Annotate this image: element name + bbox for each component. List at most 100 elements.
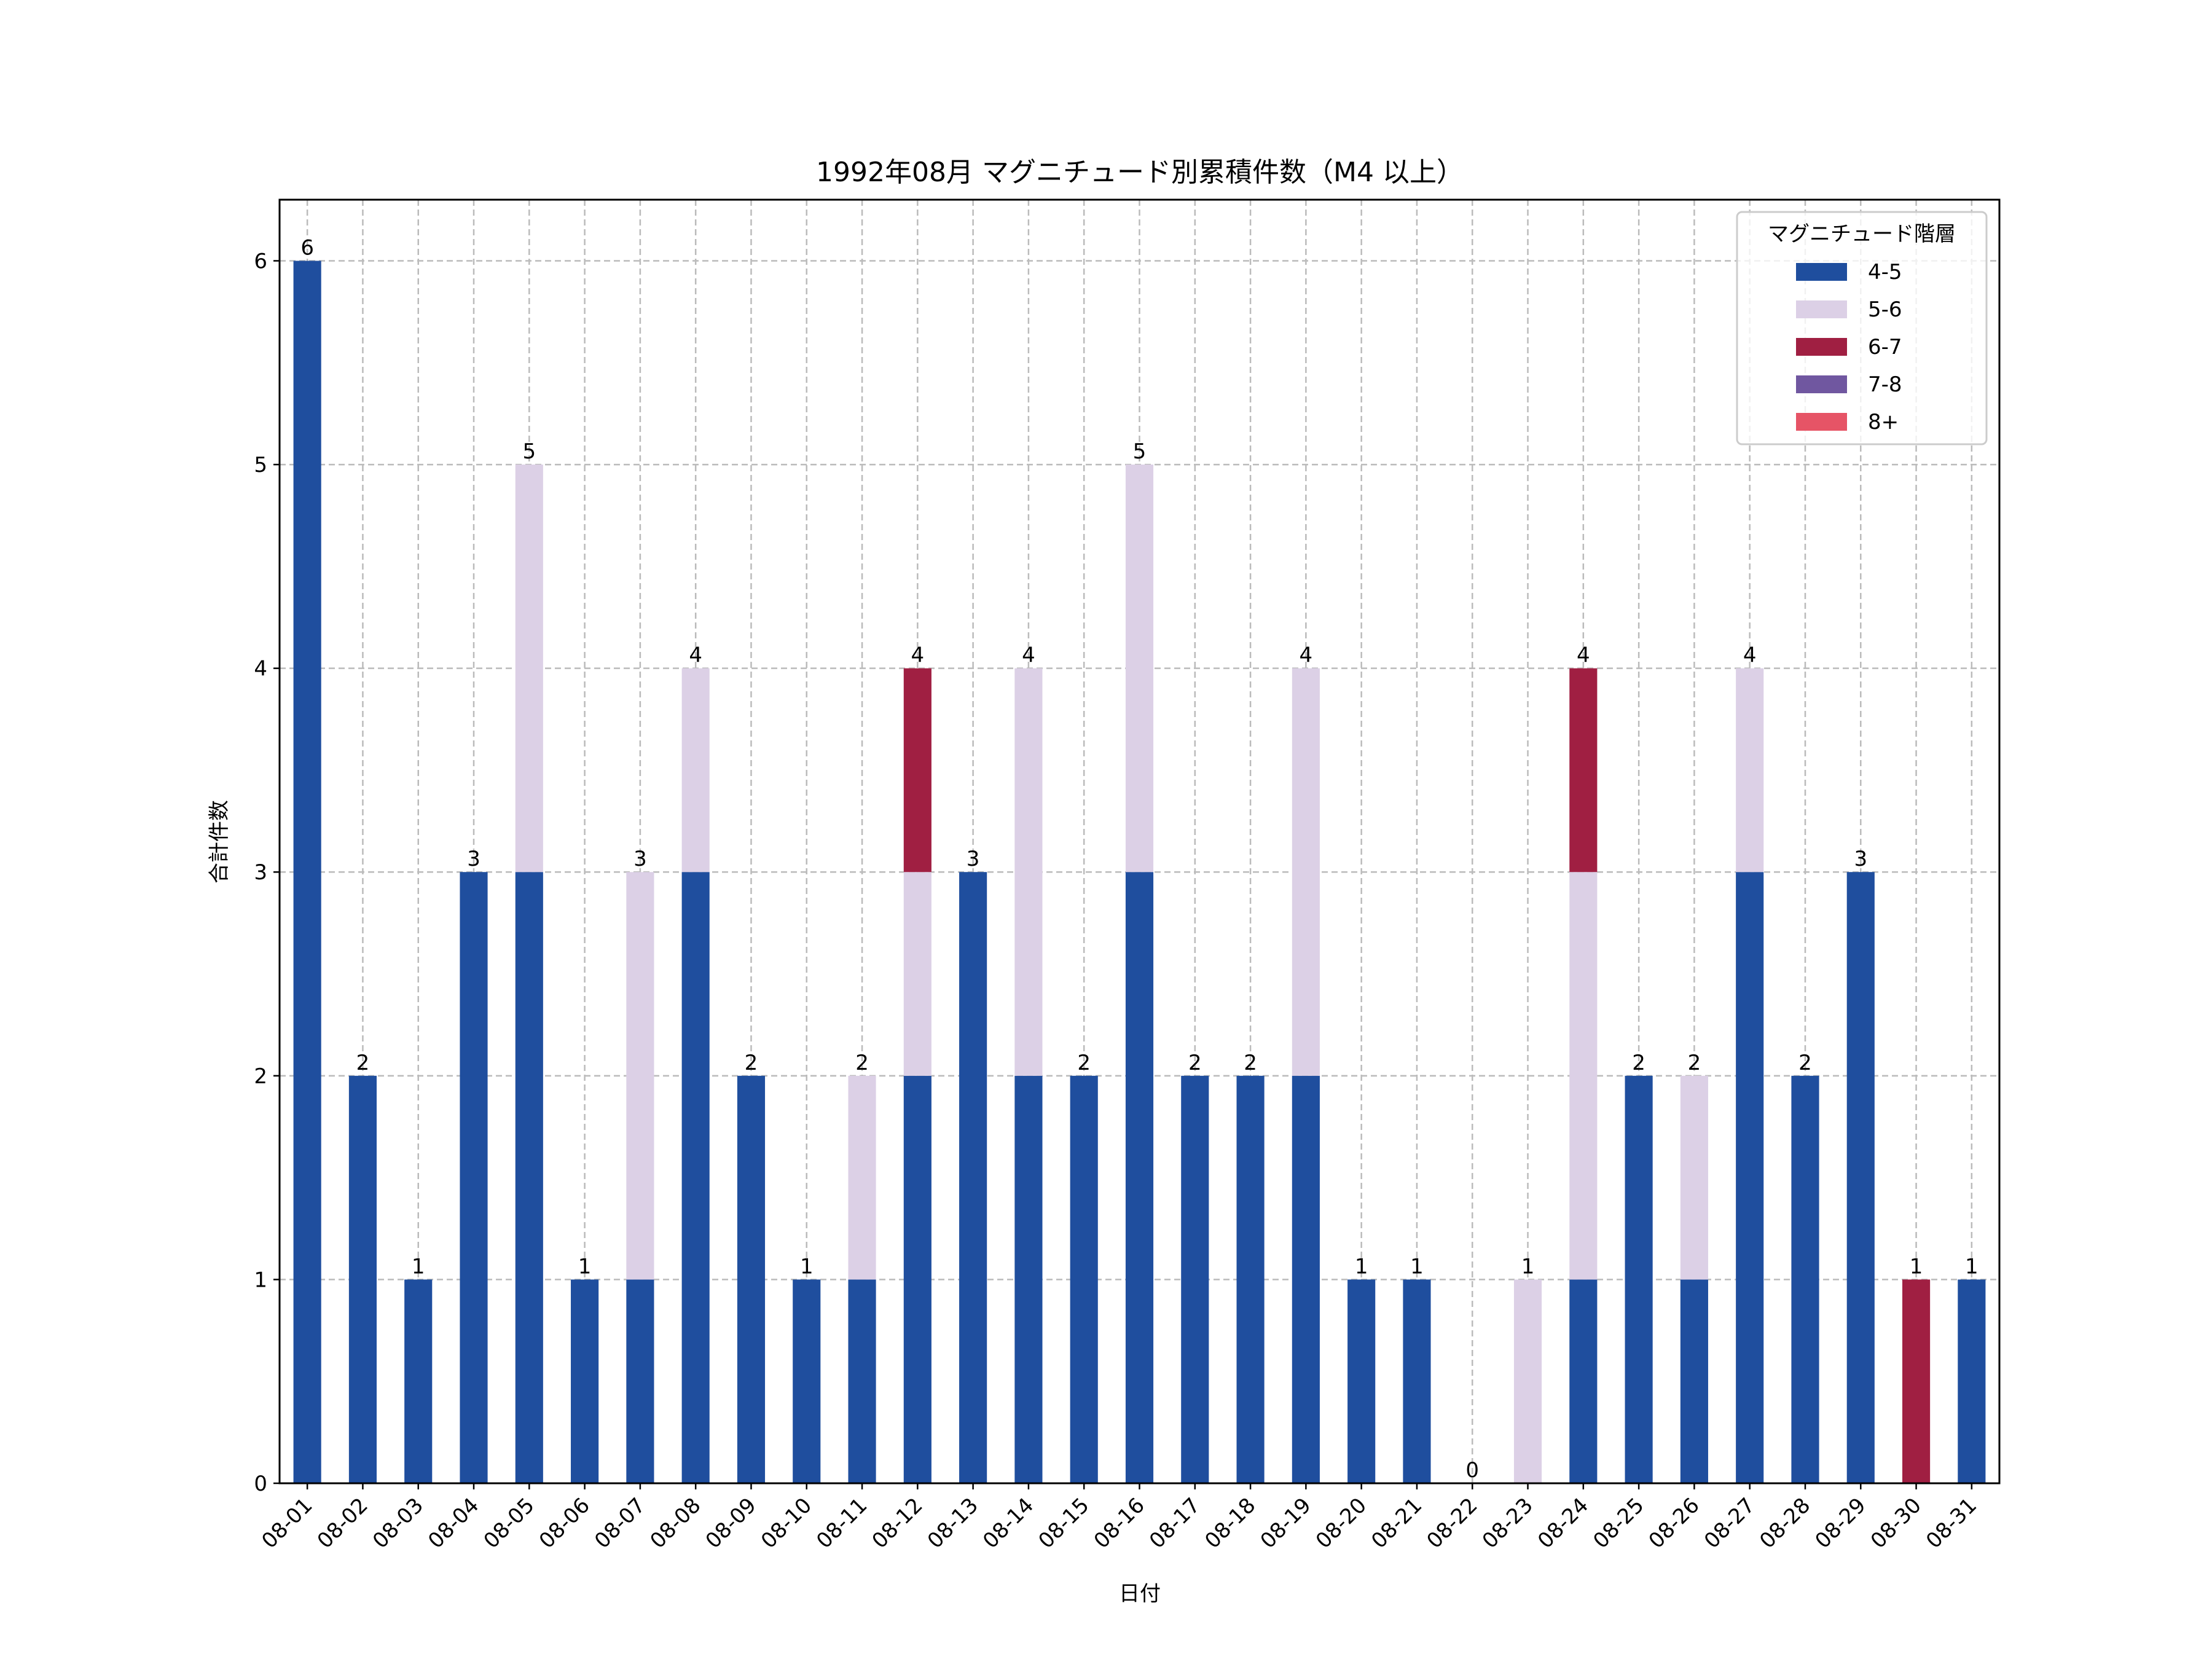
total-label: 3	[1854, 847, 1867, 871]
bars	[293, 261, 1986, 1483]
x-tick-label: 08-21	[1367, 1493, 1427, 1553]
total-label: 1	[1521, 1254, 1535, 1279]
x-tick-label: 08-03	[368, 1493, 428, 1553]
x-tick-label: 08-10	[756, 1493, 817, 1553]
total-label: 1	[1965, 1254, 1979, 1279]
y-axis-ticks: 0 1 2 3 4 5 6	[254, 249, 280, 1496]
total-label: 2	[1688, 1051, 1701, 1075]
x-tick-label: 08-07	[590, 1493, 650, 1553]
legend-label: 4-5	[1868, 260, 1902, 284]
bar-segment-4-5	[1125, 872, 1154, 1483]
bar-segment-4-5	[460, 872, 488, 1483]
total-label: 4	[1577, 643, 1590, 668]
total-label: 2	[1632, 1051, 1645, 1075]
chart-title: 1992年08月 マグニチュード別累積件数（M4 以上）	[816, 157, 1464, 188]
total-label: 1	[1355, 1254, 1368, 1279]
bar-segment-4-5	[1958, 1279, 1986, 1483]
bar-segment-4-5	[737, 1075, 766, 1483]
y-tick-label: 5	[254, 453, 267, 477]
x-tick-label: 08-12	[868, 1493, 928, 1553]
total-label: 1	[800, 1254, 814, 1279]
bar-segment-4-5	[348, 1075, 377, 1483]
bar-segment-4-5	[1070, 1075, 1098, 1483]
y-tick-label: 0	[254, 1472, 267, 1496]
x-tick-label: 08-30	[1866, 1493, 1926, 1553]
x-tick-label: 08-04	[423, 1493, 484, 1553]
x-tick-label: 08-28	[1755, 1493, 1815, 1553]
y-tick-label: 4	[254, 657, 267, 681]
bar-segment-6-7	[1569, 668, 1598, 873]
y-tick-label: 1	[254, 1268, 267, 1292]
bar-segment-5-6	[1736, 668, 1764, 873]
total-label: 5	[522, 439, 536, 464]
bar-segment-5-6	[515, 465, 543, 873]
bar-segment-4-5	[626, 1279, 654, 1483]
y-tick-label: 3	[254, 860, 267, 885]
x-tick-label: 08-09	[701, 1493, 761, 1553]
x-tick-label: 08-20	[1311, 1493, 1371, 1553]
x-tick-label: 08-22	[1422, 1493, 1482, 1553]
bar-segment-4-5	[1846, 872, 1875, 1483]
legend-swatch-4-5	[1796, 263, 1847, 281]
bar-segment-4-5	[571, 1279, 599, 1483]
total-label: 4	[1743, 643, 1757, 668]
x-axis-ticks: 08-0108-0208-0308-0408-0508-0608-0708-08…	[257, 1483, 1982, 1553]
x-tick-label: 08-05	[479, 1493, 539, 1553]
total-label: 2	[1188, 1051, 1202, 1075]
total-label: 2	[356, 1051, 370, 1075]
bar-segment-4-5	[1569, 1279, 1598, 1483]
total-label: 1	[1910, 1254, 1923, 1279]
legend-swatch-6-7	[1796, 338, 1847, 356]
bar-segment-4-5	[404, 1279, 433, 1483]
bar-segment-6-7	[1902, 1279, 1931, 1483]
x-tick-label: 08-16	[1089, 1493, 1150, 1553]
legend-label: 5-6	[1868, 297, 1902, 322]
x-tick-label: 08-06	[535, 1493, 595, 1553]
bar-segment-5-6	[1680, 1075, 1708, 1280]
x-tick-label: 08-23	[1478, 1493, 1538, 1553]
bar-segment-5-6	[1513, 1279, 1542, 1483]
x-tick-label: 08-08	[645, 1493, 705, 1553]
total-label: 5	[1133, 439, 1147, 464]
legend-box	[1736, 211, 1988, 445]
bar-segment-4-5	[1347, 1279, 1376, 1483]
total-label: 0	[1465, 1458, 1479, 1483]
bar-segment-4-5	[1292, 1075, 1320, 1483]
total-label: 4	[911, 643, 925, 668]
y-tick-label: 2	[254, 1064, 267, 1089]
bar-segment-4-5	[1680, 1279, 1708, 1483]
bar-segment-6-7	[903, 668, 931, 873]
x-tick-label: 08-27	[1700, 1493, 1760, 1553]
bar-segment-4-5	[793, 1279, 821, 1483]
bar-segment-5-6	[626, 872, 654, 1280]
total-label: 4	[1022, 643, 1035, 668]
x-tick-label: 08-25	[1588, 1493, 1649, 1553]
bar-segment-5-6	[1569, 872, 1598, 1280]
total-label: 1	[412, 1254, 425, 1279]
bar-segment-5-6	[903, 872, 931, 1076]
bar-segment-4-5	[1014, 1075, 1043, 1483]
x-tick-label: 08-02	[313, 1493, 373, 1553]
legend-label: 7-8	[1868, 372, 1902, 397]
y-tick-label: 6	[254, 249, 267, 273]
legend: マグニチュード階層 4-5 5-6 6-7 7-8 8+	[1736, 211, 1988, 445]
bar-segment-5-6	[1292, 668, 1320, 1076]
legend-swatch-7-8	[1796, 375, 1847, 393]
x-tick-label: 08-24	[1533, 1493, 1593, 1553]
bar-segment-4-5	[1181, 1075, 1209, 1483]
total-label: 2	[1244, 1051, 1257, 1075]
y-axis-label: 合計件数	[207, 800, 232, 884]
x-axis-label: 日付	[1119, 1582, 1161, 1606]
bar-segment-4-5	[1403, 1279, 1431, 1483]
bar-segment-4-5	[1791, 1075, 1819, 1483]
legend-label: 8+	[1868, 410, 1899, 434]
total-label: 2	[855, 1051, 869, 1075]
x-tick-label: 08-14	[978, 1493, 1038, 1553]
legend-swatch-8+	[1796, 413, 1847, 431]
x-tick-label: 08-17	[1145, 1493, 1205, 1553]
total-label: 3	[967, 847, 980, 871]
bar-segment-4-5	[959, 872, 987, 1483]
legend-swatch-5-6	[1796, 300, 1847, 318]
bar-segment-4-5	[1625, 1075, 1653, 1483]
